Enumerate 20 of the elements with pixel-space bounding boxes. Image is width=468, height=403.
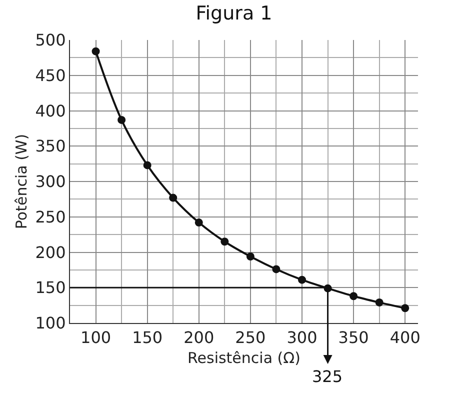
x-tick-label: 400	[390, 328, 420, 348]
x-tick-label: 300	[286, 328, 318, 348]
x-tick-label: 350	[338, 328, 369, 348]
y-tick-label: 300	[35, 172, 66, 192]
y-tick-label: 450	[35, 66, 66, 85]
ref-line-label: 325	[312, 367, 343, 386]
x-tick-label: 150	[132, 328, 163, 348]
x-tick-label: 100	[80, 328, 112, 348]
y-tick-label: 250	[35, 207, 66, 226]
x-tick-label: 200	[184, 328, 214, 348]
y-tick-label: 150	[35, 278, 66, 298]
y-tick-label: 350	[35, 136, 66, 156]
y-tick-label: 500	[35, 30, 66, 50]
x-axis-title: Resistência (Ω)	[188, 349, 300, 368]
x-tick-label: 250	[235, 328, 266, 348]
y-tick-label: 400	[35, 101, 66, 120]
y-tick-label: 100	[35, 314, 66, 333]
chart-title: Figura 1	[196, 2, 272, 24]
y-axis-title: Potência (W)	[12, 134, 31, 230]
y-tick-label: 200	[35, 242, 66, 262]
